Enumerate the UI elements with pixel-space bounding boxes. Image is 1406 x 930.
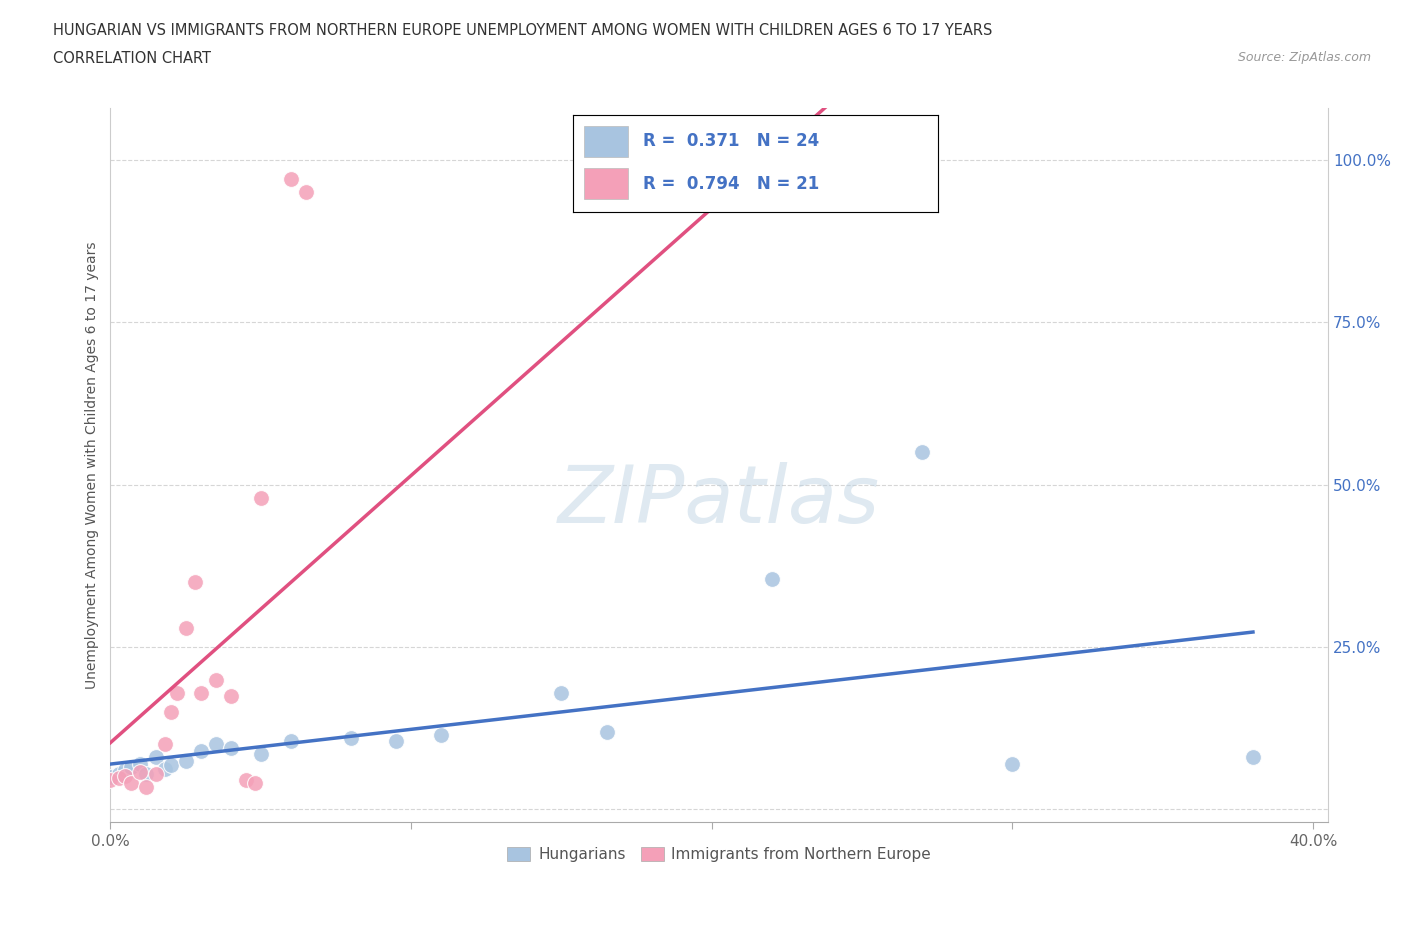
Point <box>911 179 934 193</box>
Point <box>108 771 131 786</box>
Text: CORRELATION CHART: CORRELATION CHART <box>53 51 211 66</box>
Point <box>166 685 188 700</box>
Point <box>129 764 152 779</box>
Point <box>100 769 122 784</box>
Point <box>249 490 271 505</box>
Y-axis label: Unemployment Among Women with Children Ages 6 to 17 years: Unemployment Among Women with Children A… <box>86 242 100 689</box>
Point <box>114 763 136 777</box>
Point <box>671 172 693 187</box>
Point <box>129 756 152 771</box>
Point <box>120 760 142 775</box>
Point <box>120 776 142 790</box>
Point <box>235 773 257 788</box>
Point <box>183 575 205 590</box>
Point <box>204 672 226 687</box>
Point <box>174 620 197 635</box>
Point <box>243 776 266 790</box>
Point <box>249 747 271 762</box>
Point <box>153 762 176 777</box>
Point <box>295 185 318 200</box>
Legend: Hungarians, Immigrants from Northern Europe: Hungarians, Immigrants from Northern Eur… <box>502 841 938 869</box>
Point <box>159 758 181 773</box>
Point <box>108 766 131 781</box>
Point <box>159 705 181 720</box>
Point <box>430 727 453 742</box>
Point <box>219 740 242 755</box>
Point <box>595 724 617 739</box>
Point <box>190 744 212 759</box>
Point <box>135 779 157 794</box>
Point <box>911 445 934 459</box>
Point <box>153 737 176 752</box>
Point <box>135 766 157 781</box>
Point <box>385 734 408 749</box>
Text: Source: ZipAtlas.com: Source: ZipAtlas.com <box>1237 51 1371 64</box>
Point <box>280 734 302 749</box>
Point <box>174 753 197 768</box>
Text: ZIPatlas: ZIPatlas <box>558 462 880 540</box>
Point <box>190 685 212 700</box>
Point <box>731 172 754 187</box>
Point <box>145 750 167 764</box>
Text: HUNGARIAN VS IMMIGRANTS FROM NORTHERN EUROPE UNEMPLOYMENT AMONG WOMEN WITH CHILD: HUNGARIAN VS IMMIGRANTS FROM NORTHERN EU… <box>53 23 993 38</box>
Point <box>340 731 363 746</box>
Point <box>280 172 302 187</box>
Point <box>761 571 783 586</box>
Point <box>219 688 242 703</box>
Point <box>1241 750 1264 764</box>
Point <box>114 768 136 783</box>
Point <box>145 766 167 781</box>
Point <box>204 737 226 752</box>
Point <box>550 685 572 700</box>
Point <box>100 773 122 788</box>
Point <box>1001 756 1024 771</box>
